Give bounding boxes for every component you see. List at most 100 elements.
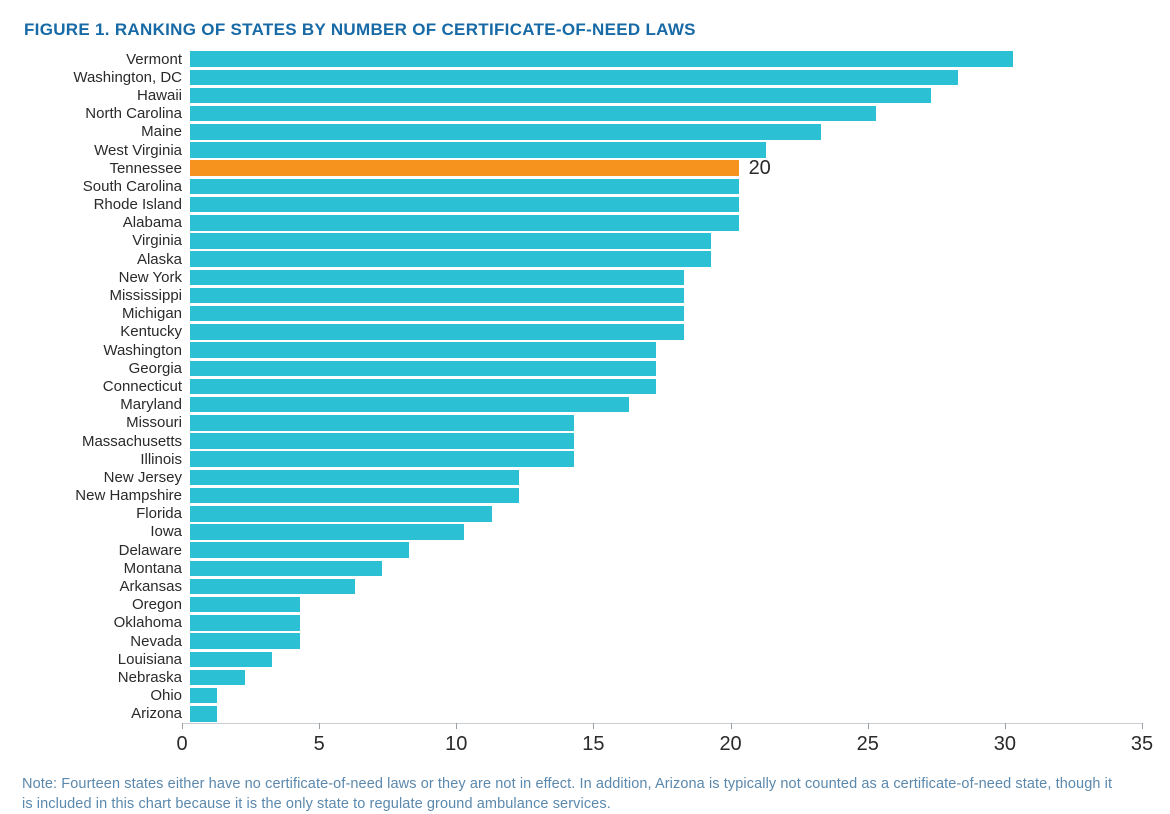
bar-cell	[190, 614, 1150, 632]
bar	[190, 142, 766, 158]
bar-cell	[190, 450, 1150, 468]
state-label: Nebraska	[22, 669, 190, 686]
bar-cell	[190, 123, 1150, 141]
bar	[190, 51, 1013, 67]
state-label: New Hampshire	[22, 487, 190, 504]
bar	[190, 179, 739, 195]
bar	[190, 633, 300, 649]
state-label: Alaska	[22, 251, 190, 268]
bar-row: Georgia	[22, 359, 1152, 377]
bar	[190, 542, 409, 558]
state-label: North Carolina	[22, 105, 190, 122]
state-label: Connecticut	[22, 378, 190, 395]
bar-cell	[190, 523, 1150, 541]
bar-cell	[190, 487, 1150, 505]
bar-cell	[190, 250, 1150, 268]
bar	[190, 524, 464, 540]
bar-value-label: 20	[749, 157, 771, 180]
bar-row: Florida	[22, 505, 1152, 523]
bar	[190, 506, 492, 522]
bar-cell	[190, 86, 1150, 104]
state-label: Hawaii	[22, 87, 190, 104]
bar	[190, 433, 574, 449]
bar-row: Alaska	[22, 250, 1152, 268]
x-tick-mark	[319, 723, 320, 729]
state-label: Georgia	[22, 360, 190, 377]
bar-row: Louisiana	[22, 650, 1152, 668]
bar	[190, 415, 574, 431]
bar	[190, 306, 684, 322]
x-tick-mark	[593, 723, 594, 729]
bar-cell	[190, 414, 1150, 432]
bar-row: Ohio	[22, 687, 1152, 705]
state-label: Montana	[22, 560, 190, 577]
bar-row: New Jersey	[22, 468, 1152, 486]
figure-title: FIGURE 1. RANKING OF STATES BY NUMBER OF…	[24, 20, 1148, 40]
x-tick-label: 30	[994, 733, 1016, 756]
bar-row: Montana	[22, 559, 1152, 577]
state-label: New Jersey	[22, 469, 190, 486]
bar	[190, 652, 272, 668]
bar	[190, 160, 739, 176]
state-label: Oklahoma	[22, 614, 190, 631]
state-label: Louisiana	[22, 651, 190, 668]
bar	[190, 361, 656, 377]
bar-cell	[190, 505, 1150, 523]
bar-cell	[190, 268, 1150, 286]
bar-row: Mississippi	[22, 286, 1152, 304]
bar-cell	[190, 105, 1150, 123]
bar-row: Washington	[22, 341, 1152, 359]
bar	[190, 688, 217, 704]
bar	[190, 124, 821, 140]
bar	[190, 215, 739, 231]
bar-cell	[190, 341, 1150, 359]
state-label: Washington	[22, 342, 190, 359]
state-label: Iowa	[22, 523, 190, 540]
bar-cell	[190, 323, 1150, 341]
state-label: Arizona	[22, 705, 190, 722]
state-label: Michigan	[22, 305, 190, 322]
state-label: Ohio	[22, 687, 190, 704]
bar	[190, 342, 656, 358]
bar-cell	[190, 468, 1150, 486]
x-tick-label: 15	[582, 733, 604, 756]
state-label: Alabama	[22, 214, 190, 231]
bar	[190, 106, 876, 122]
bar-row: West Virginia	[22, 141, 1152, 159]
bar	[190, 288, 684, 304]
x-tick-mark	[731, 723, 732, 729]
bar-cell	[190, 541, 1150, 559]
bar	[190, 579, 355, 595]
bar-row: Nevada	[22, 632, 1152, 650]
state-label: Vermont	[22, 51, 190, 68]
x-tick-label: 20	[719, 733, 741, 756]
bar	[190, 706, 217, 722]
bar-row: Vermont	[22, 50, 1152, 68]
bar	[190, 70, 958, 86]
bar-row: Missouri	[22, 414, 1152, 432]
bar-row: New Hampshire	[22, 487, 1152, 505]
bar-cell	[190, 377, 1150, 395]
bar-row: Michigan	[22, 305, 1152, 323]
bar-row: Washington, DC	[22, 68, 1152, 86]
state-label: Maryland	[22, 396, 190, 413]
state-label: Washington, DC	[22, 69, 190, 86]
bar	[190, 470, 519, 486]
bar	[190, 379, 656, 395]
bar-rows: VermontWashington, DCHawaiiNorth Carolin…	[22, 50, 1152, 723]
bar-cell	[190, 50, 1150, 68]
x-tick-label: 10	[445, 733, 467, 756]
state-label: Tennessee	[22, 160, 190, 177]
state-label: Delaware	[22, 542, 190, 559]
bar-cell	[190, 559, 1150, 577]
bar-cell	[190, 705, 1150, 723]
bar-cell	[190, 305, 1150, 323]
x-tick-label: 0	[176, 733, 187, 756]
bar-cell	[190, 596, 1150, 614]
state-label: Massachusetts	[22, 433, 190, 450]
bar-row: Alabama	[22, 214, 1152, 232]
x-tick-mark	[182, 723, 183, 729]
state-label: Florida	[22, 505, 190, 522]
bar	[190, 197, 739, 213]
state-label: Kentucky	[22, 323, 190, 340]
